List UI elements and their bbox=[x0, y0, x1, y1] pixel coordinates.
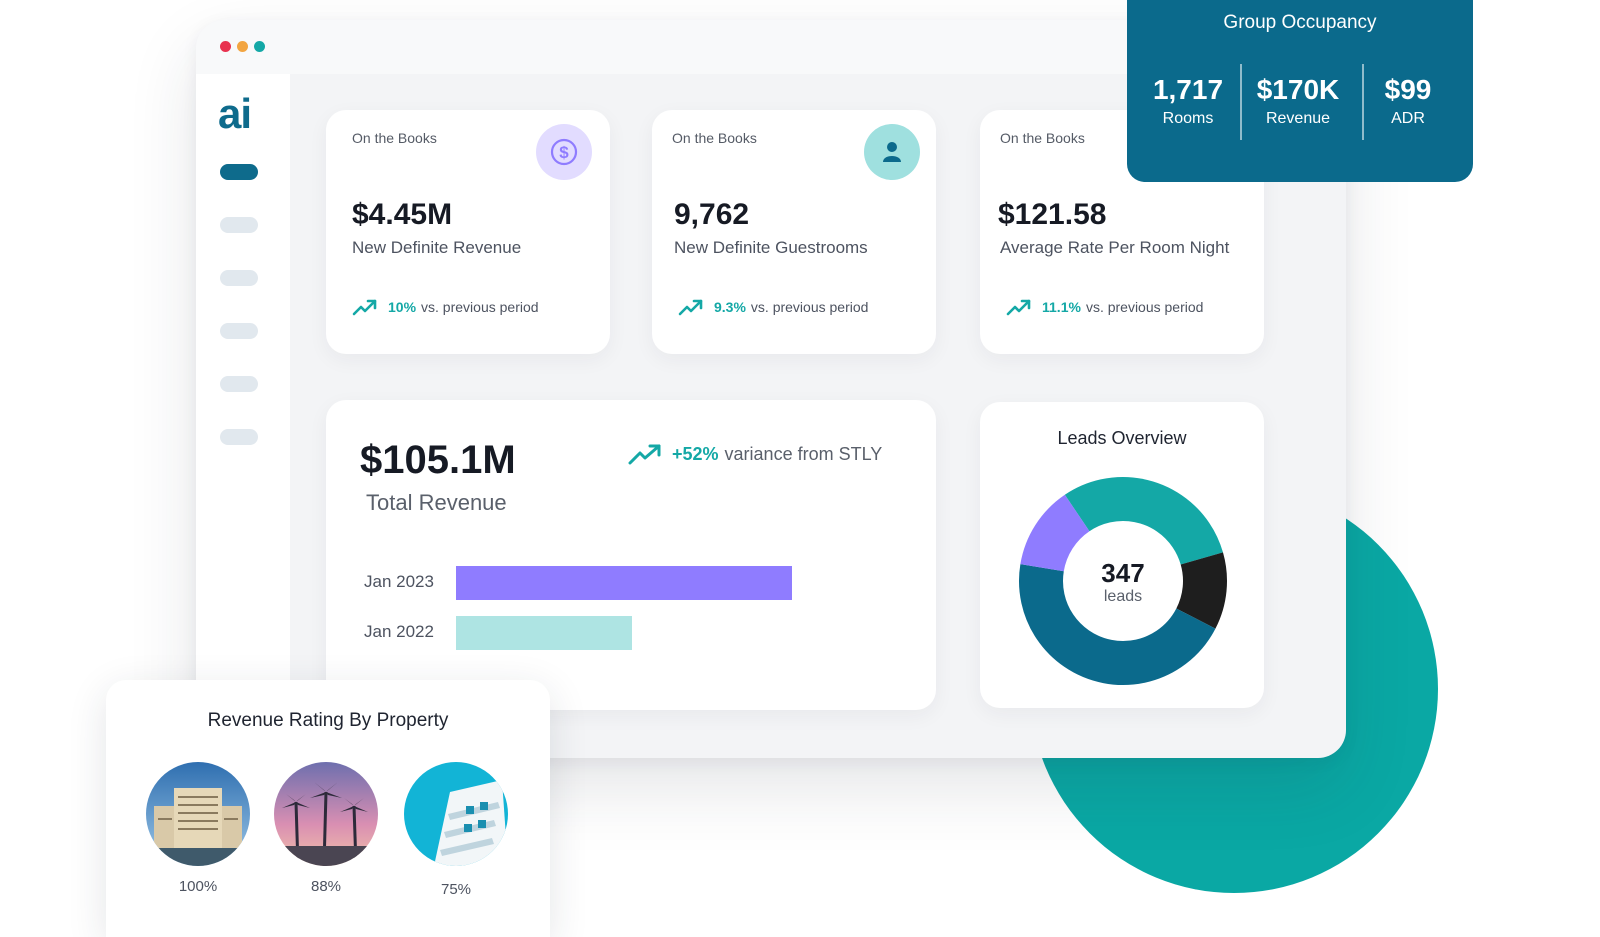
trend-up-icon bbox=[352, 299, 377, 316]
window-maximize-dot[interactable] bbox=[254, 41, 265, 52]
donut-slice[interactable] bbox=[1018, 476, 1228, 686]
total-revenue-value: $105.1M bbox=[360, 438, 516, 482]
kpi-label: On the Books bbox=[672, 130, 757, 146]
leads-donut-chart: 347 leads bbox=[1018, 476, 1228, 686]
trend-text: vs. previous period bbox=[421, 299, 539, 315]
leads-unit: leads bbox=[1103, 588, 1143, 605]
bar-category-label: Jan 2023 bbox=[364, 572, 434, 591]
trend-up-icon bbox=[628, 444, 661, 465]
occupancy-stat-rooms: 1,717 Rooms bbox=[1133, 74, 1243, 128]
group-occupancy-panel[interactable]: Group Occupancy 1,717 Rooms $170K Revenu… bbox=[1127, 0, 1473, 182]
kpi-description: New Definite Revenue bbox=[352, 238, 522, 257]
leads-count: 347 bbox=[1101, 558, 1145, 588]
kpi-card-revenue[interactable]: On the Books $ $4.45M New Definite Reven… bbox=[326, 110, 610, 354]
kpi-label: On the Books bbox=[352, 130, 437, 146]
kpi-trend: 9.3% vs. previous period bbox=[678, 298, 868, 316]
trend-percent: 9.3% bbox=[714, 299, 746, 315]
kpi-card-guestrooms[interactable]: On the Books 9,762 New Definite Guestroo… bbox=[652, 110, 936, 354]
occupancy-stat-revenue: $170K Revenue bbox=[1243, 74, 1353, 128]
rating-title: Revenue Rating By Property bbox=[207, 710, 449, 731]
stat-label: Rooms bbox=[1162, 110, 1214, 127]
kpi-value: $121.58 bbox=[998, 198, 1107, 231]
property-rating: 75% bbox=[440, 881, 472, 898]
stat-divider bbox=[1362, 64, 1364, 140]
trend-text: vs. previous period bbox=[750, 299, 869, 315]
app-logo: ai bbox=[218, 90, 252, 137]
property-rating: 100% bbox=[178, 878, 218, 895]
palm-trees-image[interactable] bbox=[274, 762, 378, 866]
sidebar-item[interactable] bbox=[220, 217, 258, 233]
stat-label: ADR bbox=[1391, 110, 1425, 127]
kpi-description: New Definite Guestrooms bbox=[674, 238, 868, 257]
donut-svg bbox=[1018, 476, 1228, 686]
dollar-icon: $ bbox=[536, 124, 592, 180]
total-revenue-label: Total Revenue bbox=[366, 490, 507, 515]
stat-divider bbox=[1240, 64, 1242, 140]
sidebar-item-active[interactable] bbox=[220, 164, 258, 180]
total-revenue-card[interactable]: $105.1M Total Revenue +52% variance from… bbox=[326, 400, 936, 710]
trend-text: vs. previous period bbox=[1085, 299, 1204, 315]
donut-slice[interactable] bbox=[1018, 476, 1228, 686]
sidebar: ai bbox=[196, 74, 290, 758]
bar-category-label: Jan 2022 bbox=[364, 622, 434, 641]
property-rating: 88% bbox=[310, 878, 342, 895]
kpi-value: 9,762 bbox=[674, 198, 750, 231]
trend-percent: 10% bbox=[388, 299, 417, 315]
sidebar-item[interactable] bbox=[220, 270, 258, 286]
variance-text: variance from STLY bbox=[724, 443, 883, 464]
trend-percent: 11.1% bbox=[1042, 299, 1081, 315]
white-tower-image[interactable] bbox=[404, 762, 508, 866]
sidebar-item[interactable] bbox=[220, 429, 258, 445]
stat-value: $170K bbox=[1256, 74, 1340, 105]
revenue-rating-card[interactable]: Revenue Rating By Property 100% 88% bbox=[106, 680, 550, 937]
stat-value: $99 bbox=[1384, 74, 1432, 105]
revenue-bar[interactable] bbox=[456, 566, 792, 600]
sidebar-item[interactable] bbox=[220, 376, 258, 392]
stat-label: Revenue bbox=[1265, 110, 1331, 127]
trend-up-icon bbox=[1006, 299, 1031, 316]
kpi-trend: 10% vs. previous period bbox=[352, 298, 539, 316]
occupancy-stat-adr: $99 ADR bbox=[1353, 74, 1463, 128]
casino-hotel-image[interactable] bbox=[146, 762, 250, 866]
revenue-bar[interactable] bbox=[456, 616, 632, 650]
kpi-trend: 11.1% vs. previous period bbox=[1006, 298, 1203, 316]
variance-percent: +52% bbox=[672, 443, 719, 464]
svg-text:$: $ bbox=[559, 143, 569, 162]
leads-title: Leads Overview bbox=[1057, 428, 1187, 448]
stat-value: 1,717 bbox=[1152, 74, 1224, 105]
group-occupancy-title: Group Occupancy bbox=[1223, 12, 1377, 33]
revenue-variance: +52% variance from STLY bbox=[628, 442, 882, 466]
kpi-description: Average Rate Per Room Night bbox=[1000, 238, 1230, 257]
trend-up-icon bbox=[678, 299, 703, 316]
sidebar-item[interactable] bbox=[220, 323, 258, 339]
donut-center: 347 leads bbox=[1018, 476, 1228, 686]
window-minimize-dot[interactable] bbox=[237, 41, 248, 52]
window-close-dot[interactable] bbox=[220, 41, 231, 52]
kpi-label: On the Books bbox=[1000, 130, 1085, 146]
user-icon bbox=[864, 124, 920, 180]
leads-overview-card[interactable]: Leads Overview 347 leads bbox=[980, 402, 1264, 708]
kpi-value: $4.45M bbox=[352, 198, 453, 231]
